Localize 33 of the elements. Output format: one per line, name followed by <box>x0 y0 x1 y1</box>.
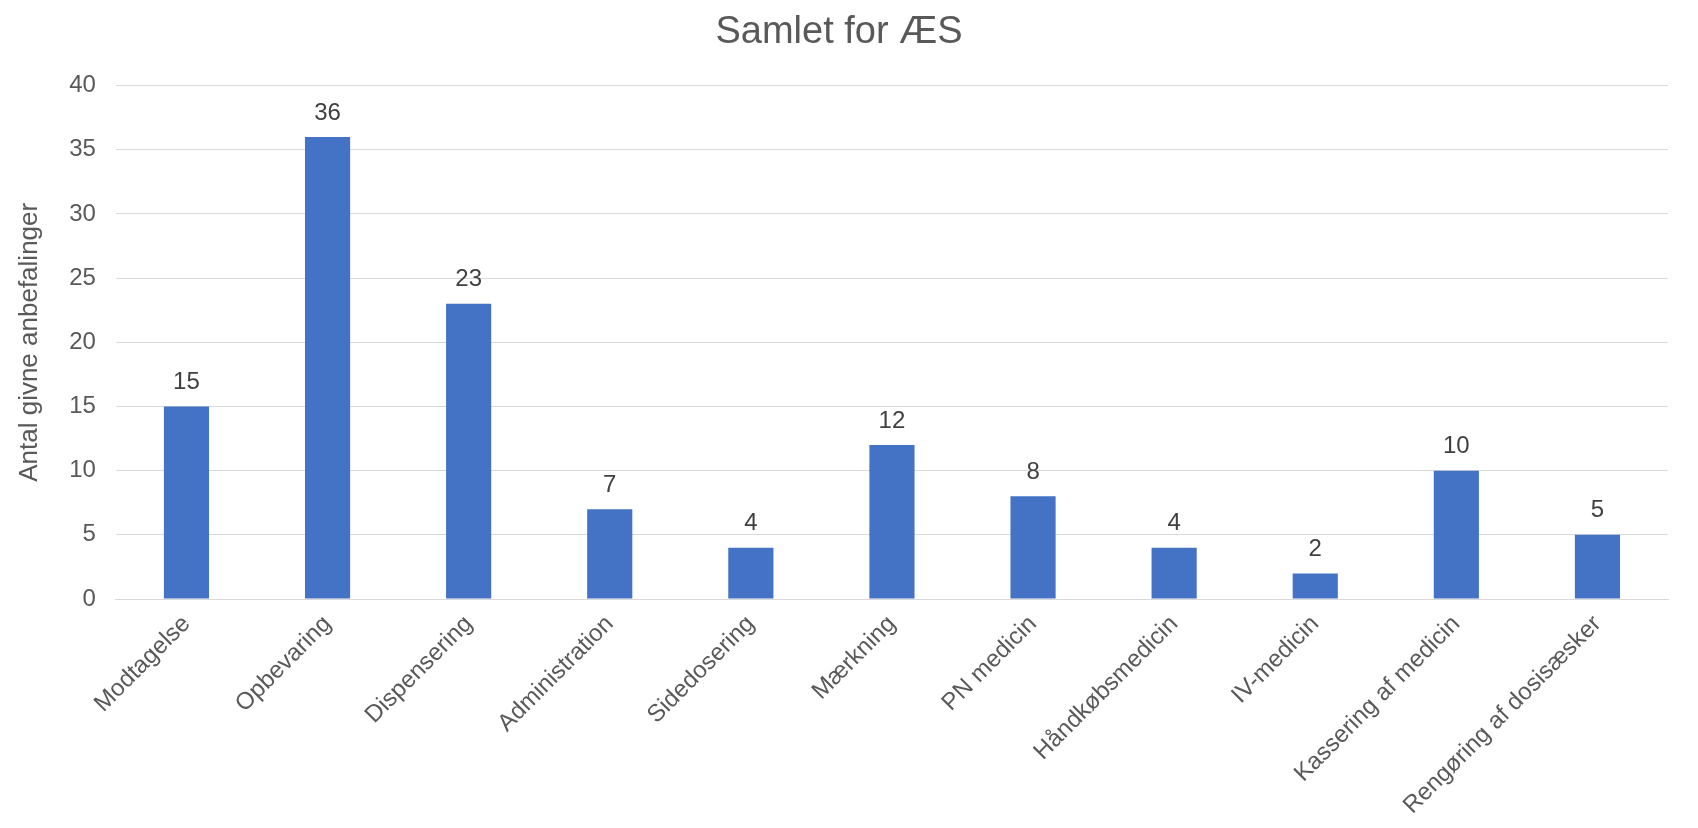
chart-title: Samlet for ÆS <box>715 9 963 52</box>
data-label: 4 <box>744 508 758 536</box>
y-tick-label: 25 <box>69 262 96 290</box>
data-label: 36 <box>314 97 341 125</box>
data-label: 2 <box>1308 534 1322 561</box>
data-label: 5 <box>1590 495 1605 523</box>
bar <box>163 406 210 599</box>
bar <box>869 445 915 599</box>
bar <box>1292 573 1338 599</box>
bar <box>1010 496 1056 599</box>
y-tick-label: 15 <box>69 391 96 419</box>
data-label: 8 <box>1026 456 1040 484</box>
bar <box>1574 534 1621 599</box>
data-label: 12 <box>878 405 906 433</box>
y-tick-label: 5 <box>82 519 96 547</box>
bar <box>304 136 351 599</box>
data-label: 15 <box>173 367 200 395</box>
data-label: 23 <box>455 264 482 292</box>
bar <box>1151 547 1197 599</box>
bar <box>728 547 774 599</box>
data-label: 4 <box>1167 508 1181 536</box>
y-axis-title: Antal givne anbefalinger <box>12 202 43 482</box>
y-tick-label: 40 <box>69 70 96 98</box>
bar <box>587 509 633 599</box>
y-tick-label: 0 <box>82 583 96 611</box>
y-tick-label: 20 <box>69 326 96 354</box>
y-tick-label: 30 <box>69 198 96 226</box>
y-tick-label: 35 <box>69 134 96 162</box>
bar <box>446 303 492 599</box>
y-tick-label: 10 <box>69 455 96 483</box>
data-label: 7 <box>603 469 617 497</box>
bar <box>1433 470 1479 599</box>
data-label: 10 <box>1443 431 1470 459</box>
